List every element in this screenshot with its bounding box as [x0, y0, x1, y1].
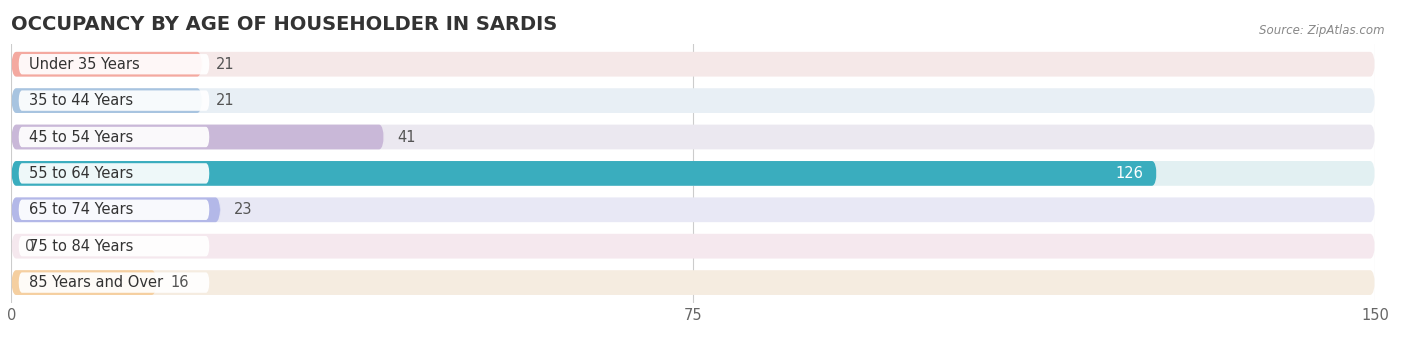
- FancyBboxPatch shape: [11, 198, 1375, 222]
- Text: 75 to 84 Years: 75 to 84 Years: [30, 239, 134, 254]
- FancyBboxPatch shape: [18, 163, 209, 184]
- FancyBboxPatch shape: [11, 125, 384, 149]
- Text: 41: 41: [398, 130, 416, 144]
- Text: 126: 126: [1115, 166, 1143, 181]
- FancyBboxPatch shape: [11, 270, 1375, 295]
- FancyBboxPatch shape: [11, 234, 1375, 258]
- FancyBboxPatch shape: [18, 200, 209, 220]
- FancyBboxPatch shape: [18, 90, 209, 111]
- Text: 65 to 74 Years: 65 to 74 Years: [30, 202, 134, 217]
- Text: Source: ZipAtlas.com: Source: ZipAtlas.com: [1260, 24, 1385, 37]
- FancyBboxPatch shape: [18, 236, 209, 256]
- Text: 85 Years and Over: 85 Years and Over: [30, 275, 163, 290]
- FancyBboxPatch shape: [11, 270, 156, 295]
- FancyBboxPatch shape: [11, 198, 221, 222]
- Text: OCCUPANCY BY AGE OF HOUSEHOLDER IN SARDIS: OCCUPANCY BY AGE OF HOUSEHOLDER IN SARDI…: [11, 15, 558, 34]
- Text: Under 35 Years: Under 35 Years: [30, 57, 141, 72]
- FancyBboxPatch shape: [18, 54, 209, 74]
- FancyBboxPatch shape: [11, 52, 1375, 76]
- FancyBboxPatch shape: [11, 161, 1157, 186]
- Text: 21: 21: [217, 57, 235, 72]
- Text: 21: 21: [217, 93, 235, 108]
- FancyBboxPatch shape: [11, 88, 202, 113]
- FancyBboxPatch shape: [18, 127, 209, 147]
- Text: 16: 16: [170, 275, 188, 290]
- Text: 45 to 54 Years: 45 to 54 Years: [30, 130, 134, 144]
- FancyBboxPatch shape: [11, 52, 202, 76]
- FancyBboxPatch shape: [18, 272, 209, 293]
- Text: 0: 0: [25, 239, 34, 254]
- FancyBboxPatch shape: [11, 125, 1375, 149]
- Text: 35 to 44 Years: 35 to 44 Years: [30, 93, 134, 108]
- Text: 23: 23: [233, 202, 253, 217]
- FancyBboxPatch shape: [11, 88, 1375, 113]
- FancyBboxPatch shape: [11, 161, 1375, 186]
- Text: 55 to 64 Years: 55 to 64 Years: [30, 166, 134, 181]
